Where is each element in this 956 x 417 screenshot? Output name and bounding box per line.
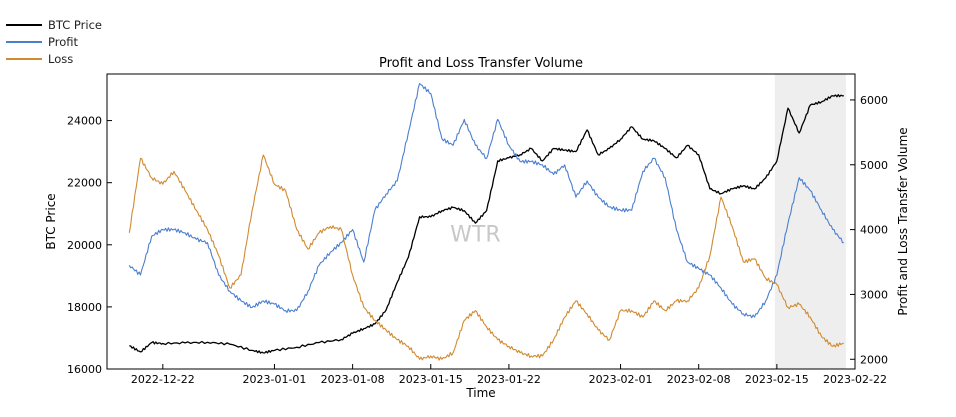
y-tick-label-right: 2000 [860, 353, 888, 366]
legend-entry: BTC Price [6, 16, 102, 33]
y-tick-label-left: 22000 [67, 177, 102, 190]
y-tick-label-right: 6000 [860, 94, 888, 107]
legend-label: Profit [48, 34, 78, 49]
y-tick-label-right: 5000 [860, 159, 888, 172]
x-axis-label: Time [465, 386, 495, 400]
x-tick-label: 2023-02-08 [667, 373, 731, 386]
y-tick-label-left: 16000 [67, 363, 102, 376]
x-tick-label: 2022-12-22 [131, 373, 195, 386]
x-tick-label: 2023-01-15 [399, 373, 463, 386]
chart-title: Profit and Loss Transfer Volume [379, 56, 583, 71]
legend: BTC Price Profit Loss [6, 16, 102, 67]
x-tick-label: 2023-02-15 [745, 373, 809, 386]
x-tick-label: 2023-01-01 [242, 373, 306, 386]
legend-label: Loss [48, 51, 74, 66]
legend-entry: Profit [6, 33, 102, 50]
y-axis-label-right: Profit and Loss Transfer Volume [896, 127, 910, 315]
y-tick-label-left: 20000 [67, 239, 102, 252]
legend-swatch [6, 23, 42, 26]
x-tick-label: 2023-01-08 [321, 373, 385, 386]
y-axis-label-left: BTC Price [44, 193, 58, 249]
legend-swatch [6, 57, 42, 60]
watermark: WTR [450, 223, 500, 248]
ticks-layer: 2022-12-22 2023-01-01 2023-01-08 2023-01-15… [67, 94, 888, 386]
y-tick-label-right: 3000 [860, 288, 888, 301]
x-tick-label: 2023-02-22 [823, 373, 887, 386]
series-layer [128, 83, 844, 361]
series-line-loss [128, 154, 844, 361]
legend-swatch [6, 40, 42, 43]
y-tick-label-left: 24000 [67, 115, 102, 128]
y-tick-label-right: 4000 [860, 224, 888, 237]
series-line-profit [128, 83, 844, 319]
plot-frame [106, 73, 856, 370]
legend-entry: Loss [6, 50, 102, 67]
series-line-btc-price [129, 94, 844, 354]
x-tick-label: 2023-01-22 [477, 373, 541, 386]
shaded-region [774, 74, 846, 369]
legend-label: BTC Price [48, 17, 102, 32]
y-tick-label-left: 18000 [67, 301, 102, 314]
x-tick-label: 2023-02-01 [589, 373, 653, 386]
